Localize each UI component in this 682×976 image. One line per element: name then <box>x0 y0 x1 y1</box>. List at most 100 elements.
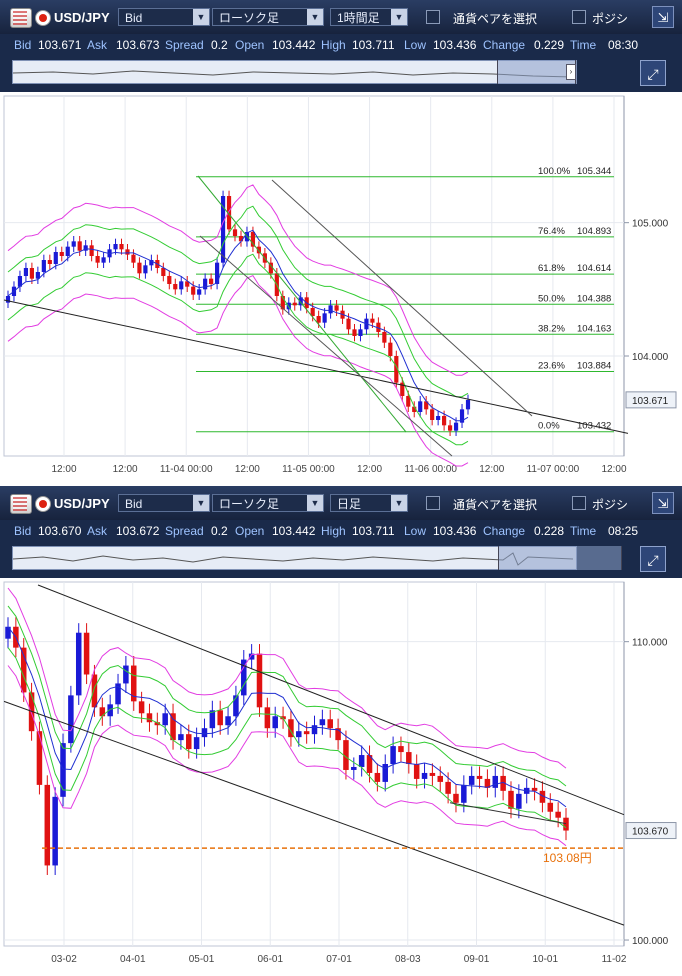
currency-pair: USD/JPY <box>54 496 110 511</box>
candle-body <box>447 425 453 431</box>
candle-body <box>143 265 148 274</box>
candle-body <box>437 775 444 782</box>
high-value: 103.711 <box>352 524 395 538</box>
chart-style-select[interactable]: ローソク足 ▼ <box>212 8 324 26</box>
candle-body <box>5 626 11 639</box>
price-axis-label: 110.000 <box>632 638 668 649</box>
candle-body <box>442 416 447 426</box>
position-checkbox[interactable] <box>572 496 586 510</box>
candle-body <box>173 284 178 290</box>
low-value: 103.436 <box>433 38 477 52</box>
high-label: High <box>321 524 346 538</box>
candle-body <box>167 276 172 284</box>
candle-body <box>233 695 239 717</box>
candle-body <box>44 784 51 866</box>
candle-body <box>59 252 64 256</box>
fibonacci-percent: 23.6% <box>538 360 565 371</box>
bid-label: Bid <box>14 524 32 538</box>
daily-candlestick-chart[interactable]: 03-02 04-01 05-01 06-01 07-01 08-03 09-01 10-01… <box>0 578 682 976</box>
candle-body <box>71 241 76 247</box>
hourly-candlestick-chart[interactable]: 12:00 12:00 11-04 00:00 12:00 11-05 00:00 12:… <box>0 92 682 486</box>
candle-body <box>388 342 393 356</box>
candle-body <box>382 332 387 343</box>
expand-icon[interactable]: ⤢ <box>640 60 666 86</box>
price-type-select[interactable]: Bid ▼ <box>118 494 210 512</box>
candle-body <box>201 728 208 738</box>
time-label: Time <box>570 38 597 52</box>
candle-body <box>149 260 154 266</box>
quote-bar: Bid 103.671 Ask 103.673 Spread 0.2 Open … <box>0 34 682 56</box>
candle-body <box>161 268 166 276</box>
chevron-down-icon: ▼ <box>307 9 323 25</box>
candle-body <box>179 281 184 290</box>
candle-body <box>288 719 294 738</box>
candle-body <box>225 716 231 726</box>
candle-body <box>445 781 451 794</box>
overview-range-selector[interactable] <box>498 546 622 570</box>
trend-line <box>37 584 625 816</box>
x-tick-label: 11-04 00:00 <box>160 464 213 475</box>
price-type-value: Bid <box>125 497 143 511</box>
candle-body <box>83 632 90 675</box>
timeframe-select[interactable]: 日足 ▼ <box>330 494 408 512</box>
candle-body <box>191 286 196 295</box>
candle-body <box>436 416 441 420</box>
candle-body <box>60 743 66 797</box>
candle-body <box>107 704 113 717</box>
candle-body <box>465 400 471 410</box>
spread-value: 0.2 <box>211 38 228 52</box>
candle-body <box>130 665 137 702</box>
chart-toolbar: USD/JPY Bid ▼ ローソク足 ▼ 日足 ▼ 通貨ペアを選択 ポジシ ⇲ <box>0 486 682 521</box>
candle-body <box>238 236 244 242</box>
time-value: 08:30 <box>608 38 639 52</box>
chevron-down-icon: ▼ <box>391 9 407 25</box>
candle-body <box>351 766 357 770</box>
candle-body <box>137 262 142 274</box>
candle-body <box>555 811 561 818</box>
chevron-down-icon: ▼ <box>307 495 323 511</box>
x-tick-label: 07-01 <box>326 954 352 965</box>
price-type-select[interactable]: Bid ▼ <box>118 8 210 26</box>
candle-body <box>256 653 263 708</box>
candle-body <box>453 793 459 803</box>
x-tick-label: 12:00 <box>601 464 626 475</box>
bid-value: 103.670 <box>38 524 82 538</box>
overview-track[interactable] <box>12 546 577 570</box>
candle-body <box>99 707 106 717</box>
fibonacci-price: 104.163 <box>577 323 611 334</box>
candle-body <box>358 755 365 767</box>
collapse-icon[interactable]: ⇲ <box>652 492 674 514</box>
expand-icon[interactable]: ⤢ <box>640 546 666 572</box>
candle-body <box>89 245 94 256</box>
candle-body <box>77 241 82 251</box>
pair-select-checkbox[interactable] <box>426 10 440 24</box>
candle-body <box>123 665 129 684</box>
fibonacci-price: 105.344 <box>577 166 611 177</box>
bollinger-band-upper-2 <box>7 587 567 769</box>
fibonacci-percent: 0.0% <box>538 421 560 432</box>
open-value: 103.442 <box>272 524 316 538</box>
candle-body <box>250 232 256 247</box>
position-checkbox[interactable] <box>572 10 586 24</box>
chart-style-select[interactable]: ローソク足 ▼ <box>212 494 324 512</box>
collapse-icon[interactable]: ⇲ <box>652 6 674 28</box>
candle-body <box>352 329 357 336</box>
overview-track[interactable] <box>12 60 577 84</box>
bid-label: Bid <box>14 38 32 52</box>
change-label: Change <box>483 524 526 538</box>
pair-select-checkbox[interactable] <box>426 496 440 510</box>
timeframe-select[interactable]: 1時間足 ▼ <box>330 8 408 26</box>
spread-value: 0.2 <box>211 524 228 538</box>
price-axis-label: 100.000 <box>632 936 669 947</box>
candle-body <box>311 725 318 735</box>
candle-body <box>65 246 70 256</box>
price-type-value: Bid <box>125 11 143 25</box>
candle-body <box>209 278 214 284</box>
overview-range-selector[interactable]: › <box>497 60 576 84</box>
candle-body <box>232 229 238 236</box>
candle-body <box>508 790 514 809</box>
candle-body <box>335 728 341 741</box>
range-handle[interactable]: › <box>566 64 576 80</box>
daily-chart-panel: USD/JPY Bid ▼ ローソク足 ▼ 日足 ▼ 通貨ペアを選択 ポジシ ⇲… <box>0 486 682 976</box>
candle-body <box>430 409 435 420</box>
